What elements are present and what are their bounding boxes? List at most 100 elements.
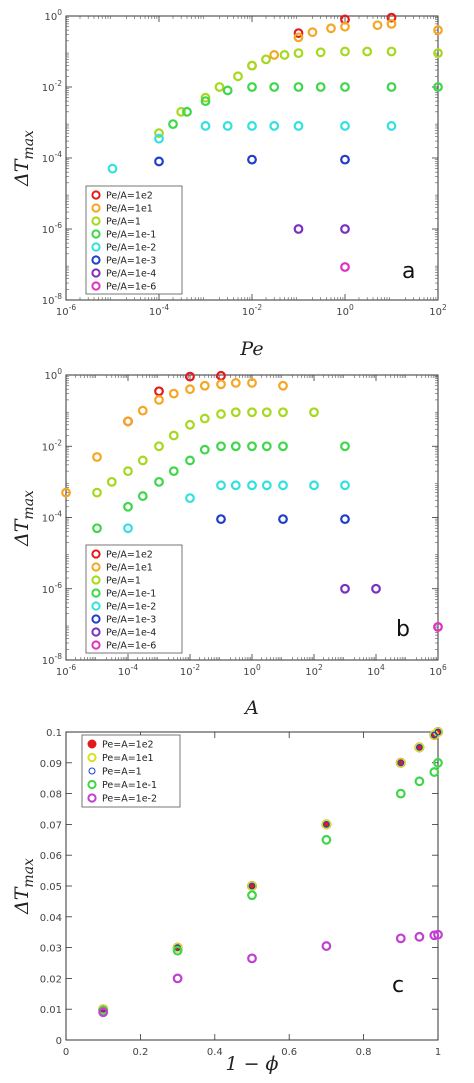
data-point: [293, 32, 304, 43]
x-tick-label: 0.4: [207, 1047, 223, 1058]
x-tick-label: 100: [336, 303, 354, 318]
data-point: [182, 106, 192, 117]
data-point: [321, 941, 332, 951]
series-Pe/A=1e1: [61, 378, 288, 498]
data-point: [168, 388, 179, 399]
legend-marker: [91, 229, 101, 239]
panel-label: a: [402, 259, 415, 284]
data-point: [278, 380, 288, 391]
y-tick-label: 10-2: [42, 438, 62, 453]
series-Pe/A=1e-1: [92, 441, 350, 534]
series-Pe/A=1e-3: [216, 514, 350, 525]
legend: Pe/A=1e2 Pe/A=1e1 Pe/A=1 Pe/A=1e-1 Pe/A=1e-2…: [85, 185, 183, 295]
data-point: [247, 480, 257, 491]
legend-label: Pe=A=1: [102, 767, 142, 778]
legend-marker: [91, 216, 101, 226]
data-point: [362, 46, 373, 57]
y-tick-label: 10-6: [42, 221, 62, 236]
data-point: [230, 407, 241, 418]
data-point: [216, 480, 226, 491]
data-point: [321, 834, 332, 845]
y-tick-label: 0.1: [46, 728, 62, 739]
data-point: [372, 20, 383, 31]
data-point: [247, 441, 257, 452]
legend-label: Pe/A=1e-2: [106, 602, 156, 613]
x-axis-label: 1 − ϕ: [225, 1053, 278, 1075]
legend-label: Pe=A=1e-1: [102, 780, 157, 791]
y-tick-label: 0.08: [40, 790, 62, 801]
data-point: [185, 384, 195, 395]
data-point: [154, 395, 164, 405]
x-tick-label: 10-4: [118, 663, 138, 678]
legend-box: [81, 734, 181, 808]
legend-label: Pe/A=1e-2: [106, 243, 156, 254]
legend-marker: [88, 767, 96, 775]
panel-label: c: [392, 973, 404, 998]
data-point: [340, 262, 350, 272]
data-point: [172, 973, 183, 984]
series-Pe/A=1: [154, 46, 443, 139]
data-point: [340, 224, 350, 234]
data-point: [154, 156, 164, 167]
data-point: [200, 92, 211, 103]
series-Pe/A=1e-6: [340, 262, 350, 272]
legend-marker: [91, 601, 101, 611]
data-point: [154, 133, 164, 144]
data-point: [414, 931, 425, 942]
y-axis-label: ΔTmax: [11, 858, 37, 915]
y-tick-label: 10-2: [42, 79, 62, 94]
series-Pe=A=1e-1: [98, 757, 443, 1016]
data-point: [278, 407, 288, 418]
x-axis-label: A: [243, 697, 259, 719]
series-Pe/A=1e-2: [123, 480, 350, 534]
x-tick-label: 100: [243, 663, 261, 678]
y-tick-label: 10-4: [42, 150, 62, 165]
data-point: [433, 757, 443, 768]
x-tick-label: 0.8: [356, 1047, 372, 1058]
data-point: [278, 480, 288, 491]
data-point: [386, 46, 397, 57]
data-point: [279, 50, 290, 60]
legend-marker: [91, 588, 101, 598]
data-point: [340, 46, 350, 57]
data-point: [247, 953, 257, 964]
data-point: [92, 523, 102, 534]
legend-marker: [91, 627, 101, 637]
data-point: [309, 407, 319, 418]
data-point: [395, 757, 406, 768]
data-point: [386, 12, 397, 23]
series-Pe/A=1e-3: [154, 154, 350, 167]
data-point: [154, 476, 164, 487]
data-point: [414, 742, 425, 753]
legend-label: Pe/A=1e-3: [106, 615, 156, 626]
x-axis-label: Pe: [239, 338, 263, 360]
data-point: [123, 523, 133, 534]
legend-label: Pe/A=1e-3: [106, 256, 156, 267]
data-point: [293, 28, 304, 38]
data-point: [137, 491, 148, 501]
legend-label: Pe/A=1e1: [106, 204, 153, 215]
data-point: [269, 121, 280, 131]
data-point: [200, 121, 211, 131]
y-tick-label: 0.04: [40, 913, 62, 924]
legend-label: Pe/A=1e1: [106, 563, 153, 574]
data-point: [269, 50, 280, 60]
data-point: [248, 882, 256, 890]
data-point: [154, 441, 164, 452]
data-point: [278, 441, 288, 452]
data-point: [106, 476, 117, 487]
series-Pe=A=1e-2: [98, 929, 443, 1018]
chart-panel-a: 10-6 10-4 10-2 100 10210-810-610-410-2100Pe/…: [11, 8, 447, 360]
data-point: [371, 583, 381, 594]
data-point: [216, 441, 226, 452]
data-point: [61, 487, 71, 498]
data-point: [261, 54, 271, 65]
data-point: [395, 788, 406, 799]
data-point: [247, 890, 257, 901]
legend-marker: [91, 203, 101, 213]
data-point: [168, 119, 178, 130]
legend-label: Pe/A=1e-1: [106, 230, 156, 241]
legend-marker: [91, 255, 101, 265]
y-tick-label: 10-8: [42, 652, 62, 667]
